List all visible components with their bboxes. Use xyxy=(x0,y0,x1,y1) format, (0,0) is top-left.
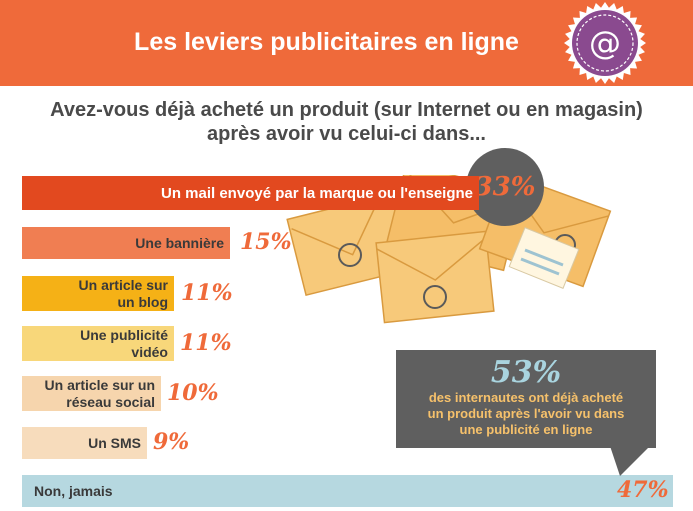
bar: Non, jamais xyxy=(22,475,673,507)
key-stat-line: un produit après l'avoir vu dans xyxy=(427,406,625,421)
key-stat-callout: 53% des internautes ont déjà acheté un p… xyxy=(396,350,656,448)
bar-category-line: Une bannière xyxy=(135,234,224,251)
bar-value-label: 10% xyxy=(167,379,219,406)
question-line-1: Avez-vous déjà acheté un produit (sur In… xyxy=(50,99,643,121)
bar-category-label: Un mail envoyé par la marque ou l'enseig… xyxy=(161,185,473,202)
question-line-2: après avoir vu celui-ci dans... xyxy=(206,123,486,145)
bar: Une bannière xyxy=(22,227,230,259)
bar-category-line: Un SMS xyxy=(88,434,141,451)
top-value-label: 33% xyxy=(474,172,536,202)
bar-category-line: Un mail envoyé par la marque ou l'enseig… xyxy=(161,184,473,202)
key-stat-line: une publicité en ligne xyxy=(459,422,593,437)
bar-category-label: Une bannière xyxy=(135,235,224,252)
page-title: Les leviers publicitaires en ligne xyxy=(134,28,519,56)
bar-value-label: 11% xyxy=(181,279,233,306)
bar: Une publicité vidéo xyxy=(22,326,174,361)
bar-category-line: Non, jamais xyxy=(34,482,113,499)
envelopes-illustration xyxy=(286,175,612,324)
bar-category-line: un blog xyxy=(117,293,168,310)
svg-text:@: @ xyxy=(589,24,621,62)
header-banner: Les leviers publicitaires en ligne @ xyxy=(0,0,693,86)
bar-category-line: Un article sur xyxy=(78,276,168,293)
bar-category-line: Un article sur un xyxy=(44,376,155,393)
callout-pointer xyxy=(610,446,650,476)
bar-category-label: Un article sur un blog xyxy=(79,277,168,311)
bar-category-label: Une publicité vidéo xyxy=(80,327,168,361)
at-sign-icon: @ xyxy=(564,2,646,84)
letter-icon xyxy=(508,227,580,289)
bar: Un SMS xyxy=(22,427,147,459)
bar-value-label: 9% xyxy=(153,429,190,455)
bar-value-label: 11% xyxy=(180,329,232,356)
key-stat-value: 53% xyxy=(490,355,562,390)
top-value-circle: 33% xyxy=(466,148,544,226)
bar-category-line: vidéo xyxy=(131,343,168,360)
bar-value-label: 47% xyxy=(617,477,669,503)
bar-category-label: Non, jamais xyxy=(34,483,113,500)
key-stat-line: des internautes ont déjà acheté xyxy=(428,390,624,405)
bar: Un mail envoyé par la marque ou l'enseig… xyxy=(22,176,479,210)
bar: Un article sur un réseau social xyxy=(22,376,161,411)
bar-category-line: Une publicité xyxy=(80,326,168,343)
bar-category-label: Un SMS xyxy=(88,435,141,452)
envelope-icon xyxy=(375,230,495,324)
survey-question: Avez-vous déjà acheté un produit (sur In… xyxy=(0,98,693,146)
bar-value-label: 15% xyxy=(240,229,292,255)
bar-category-line: réseau social xyxy=(66,393,155,410)
bar: Un article sur un blog xyxy=(22,276,174,311)
bar-category-label: Un article sur un réseau social xyxy=(45,377,155,411)
